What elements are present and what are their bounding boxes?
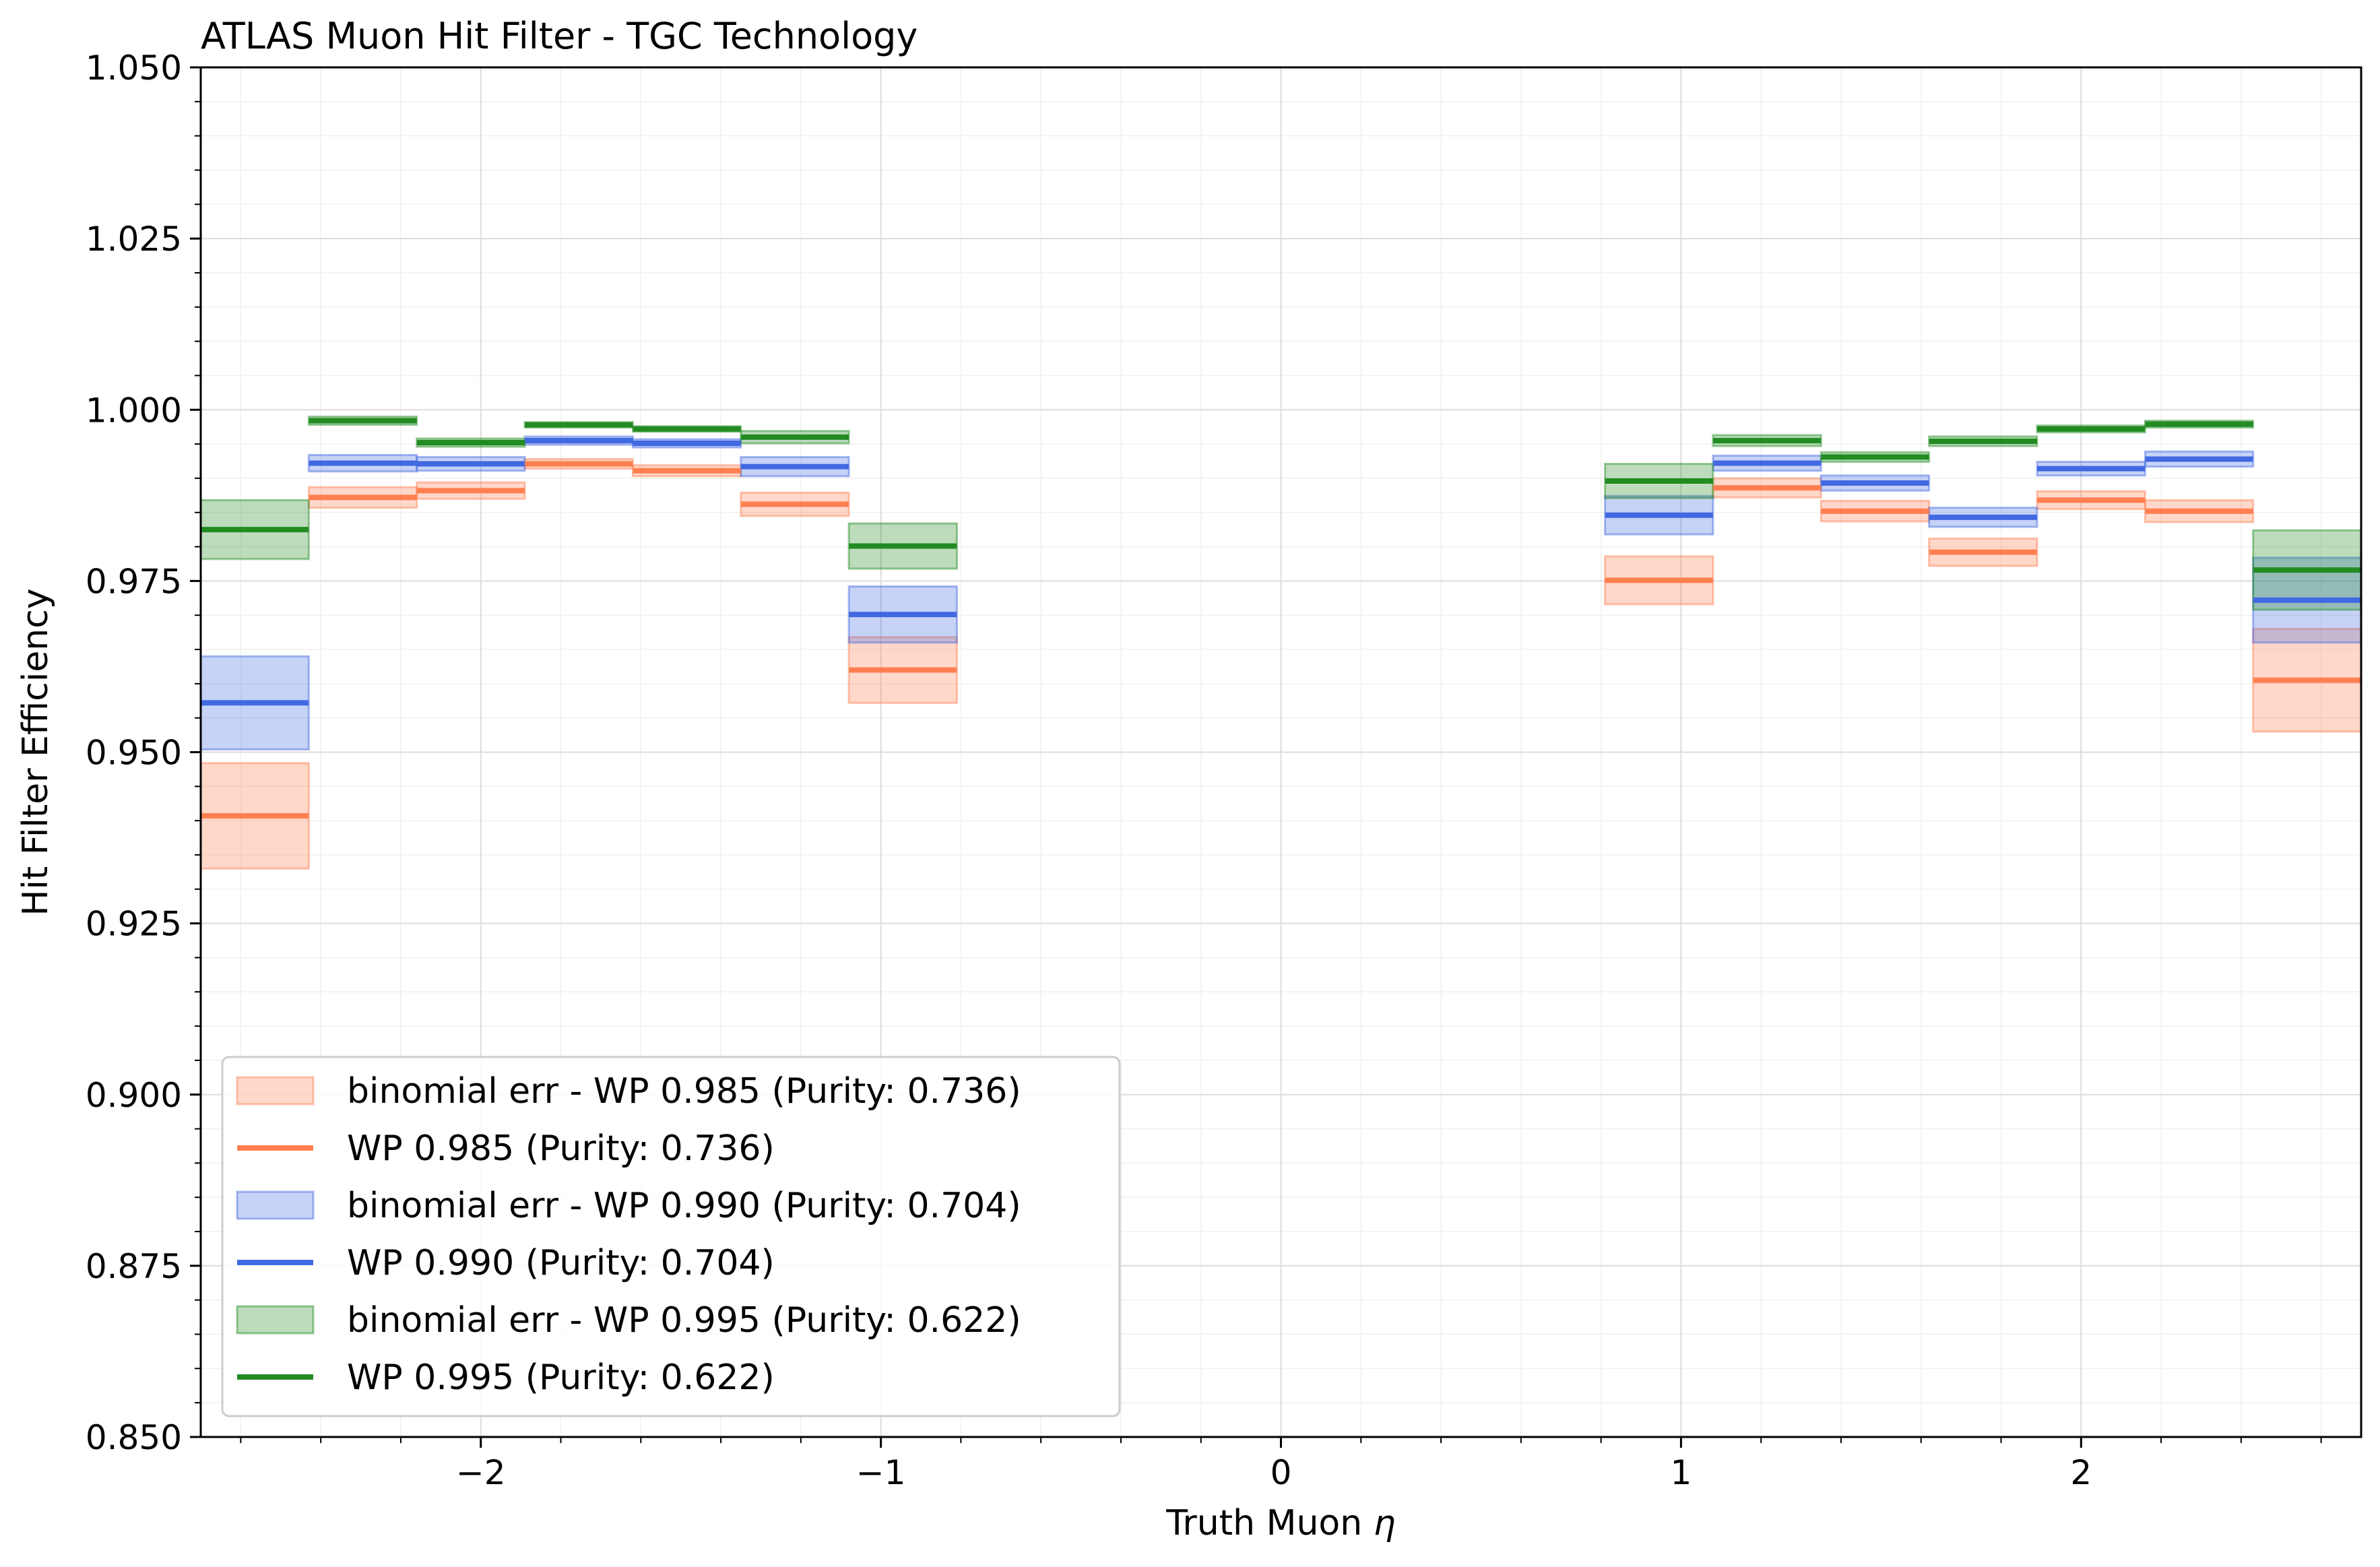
y-axis-title: Hit Filter Efficiency	[15, 588, 56, 916]
legend: binomial err - WP 0.985 (Purity: 0.736) W…	[221, 1056, 1121, 1417]
legend-band-label-3: binomial err - WP 0.995 (Purity: 0.622)	[347, 1300, 1021, 1341]
legend-band-swatch-3	[236, 1305, 315, 1335]
legend-line-label-2: WP 0.990 (Purity: 0.704)	[347, 1243, 775, 1283]
chart-title: ATLAS Muon Hit Filter - TGC Technology	[201, 15, 918, 57]
x-tick-label: −1	[856, 1453, 906, 1492]
x-tick-label: −2	[456, 1453, 506, 1492]
axis-tick-labels: −2 −1 0 1 2 0.850 0.875 0.900 0.925 0.950 0.975 1.0…	[86, 49, 2092, 1492]
x-tick-label: 2	[2070, 1453, 2092, 1492]
axis-ticks	[190, 66, 2322, 1448]
y-tick-label: 0.975	[86, 562, 182, 601]
y-tick-label: 1.050	[86, 49, 182, 88]
y-tick-label: 1.025	[86, 220, 182, 259]
y-tick-label: 0.900	[86, 1076, 182, 1115]
series-steps	[201, 418, 2361, 819]
legend-band-label-1: binomial err - WP 0.985 (Purity: 0.736)	[347, 1071, 1021, 1112]
y-tick-label: 0.925	[86, 905, 182, 944]
legend-band-swatch-2	[236, 1190, 315, 1220]
y-tick-label: 0.875	[86, 1247, 182, 1286]
legend-band-label-2: binomial err - WP 0.990 (Purity: 0.704)	[347, 1186, 1021, 1226]
y-tick-label: 0.850	[86, 1418, 182, 1457]
legend-line-label-3: WP 0.995 (Purity: 0.622)	[347, 1357, 775, 1398]
y-tick-label: 0.950	[86, 734, 182, 773]
x-axis-title: Truth Muon η	[1165, 1503, 1395, 1543]
x-tick-label: 1	[1670, 1453, 1692, 1492]
y-tick-label: 1.000	[86, 391, 182, 430]
legend-line-label-1: WP 0.985 (Purity: 0.736)	[347, 1128, 775, 1169]
legend-box	[221, 1056, 1121, 1417]
x-tick-label: 0	[1271, 1453, 1292, 1492]
legend-band-swatch-1	[236, 1076, 315, 1106]
